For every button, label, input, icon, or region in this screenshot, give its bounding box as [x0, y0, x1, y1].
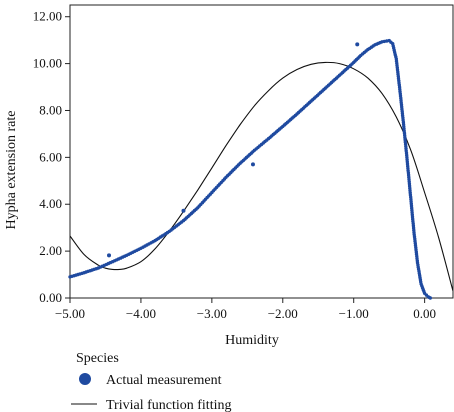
x-tick-label: −1.00	[339, 306, 369, 321]
plot-frame	[69, 4, 454, 299]
legend-measurement-marker	[79, 373, 91, 385]
measurement-outlier-point	[181, 208, 186, 213]
y-tick-label: 10.00	[33, 56, 62, 71]
fit-series	[70, 61, 453, 292]
x-tick-label: −5.00	[55, 306, 85, 321]
y-tick-label: 8.00	[39, 102, 62, 117]
fit-line	[70, 61, 453, 292]
measurement-series	[68, 38, 433, 300]
y-axis-title: Hypha extension rate	[4, 111, 19, 230]
legend-measurement-label: Actual measurement	[106, 373, 222, 388]
legend: Species Actual measurement Trivial funct…	[71, 351, 231, 412]
measurement-outlier-point	[107, 253, 112, 258]
x-tick-label: −2.00	[268, 306, 298, 321]
legend-fit-label: Trivial function fitting	[106, 398, 231, 412]
x-axis-title: Humidity	[225, 333, 279, 348]
y-tick-label: 2.00	[39, 243, 62, 258]
x-tick-label: −4.00	[126, 306, 156, 321]
x-tick-label: −3.00	[197, 306, 227, 321]
x-tick-label: 0.00	[413, 306, 436, 321]
y-tick-label: 4.00	[39, 196, 62, 211]
measurement-outlier-point	[355, 42, 360, 47]
measurement-outlier-point	[250, 162, 255, 167]
legend-title: Species	[76, 351, 119, 366]
y-tick-label: 12.00	[33, 9, 62, 24]
y-tick-label: 0.00	[39, 290, 62, 305]
y-tick-label: 6.00	[39, 149, 62, 164]
measurement-point	[428, 296, 433, 300]
x-axis: −5.00 −4.00 −3.00 −2.00 −1.00 0.00	[55, 298, 436, 321]
y-axis: 0.00 2.00 4.00 6.00 8.00 10.00 12.00	[33, 9, 70, 305]
